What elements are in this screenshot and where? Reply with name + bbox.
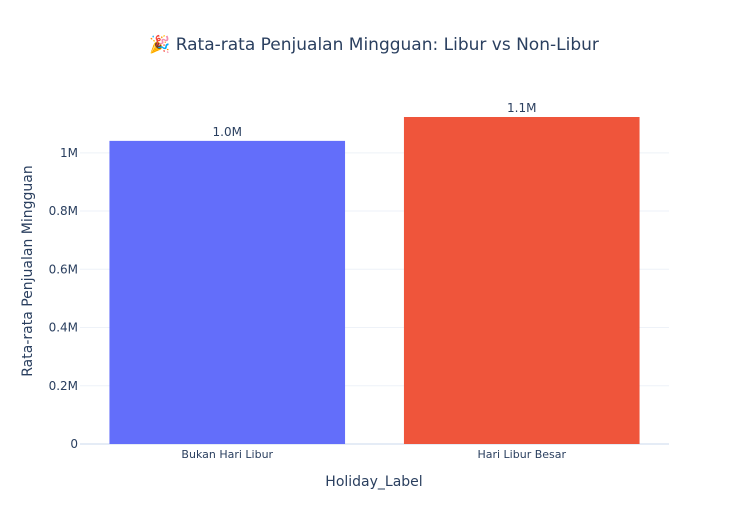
y-tick-label: 0.8M: [49, 204, 78, 218]
bar-data-label: 1.0M: [213, 125, 242, 139]
bar-1: [109, 140, 346, 444]
data-labels: 1.0M 1.1M: [213, 101, 537, 139]
y-tick-label: 0: [70, 437, 78, 451]
bars: [109, 117, 640, 444]
bar-data-label: 1.1M: [507, 101, 536, 115]
y-axis-ticks: 0 0.2M 0.4M 0.6M 0.8M 1M: [49, 146, 78, 451]
y-tick-label: 1M: [60, 146, 78, 160]
y-axis-title: Rata-rata Penjualan Mingguan: [20, 165, 36, 376]
y-tick-label: 0.4M: [49, 321, 78, 335]
bar-2: [403, 117, 640, 444]
y-tick-label: 0.6M: [49, 262, 78, 276]
x-axis-ticks: Bukan Hari Libur Hari Libur Besar: [181, 448, 566, 461]
chart-title: 🎉 Rata-rata Penjualan Mingguan: Libur vs…: [149, 34, 599, 55]
x-tick-label: Hari Libur Besar: [477, 448, 566, 461]
x-tick-label: Bukan Hari Libur: [181, 448, 273, 461]
x-axis-title: Holiday_Label: [325, 474, 422, 490]
y-tick-label: 0.2M: [49, 379, 78, 393]
